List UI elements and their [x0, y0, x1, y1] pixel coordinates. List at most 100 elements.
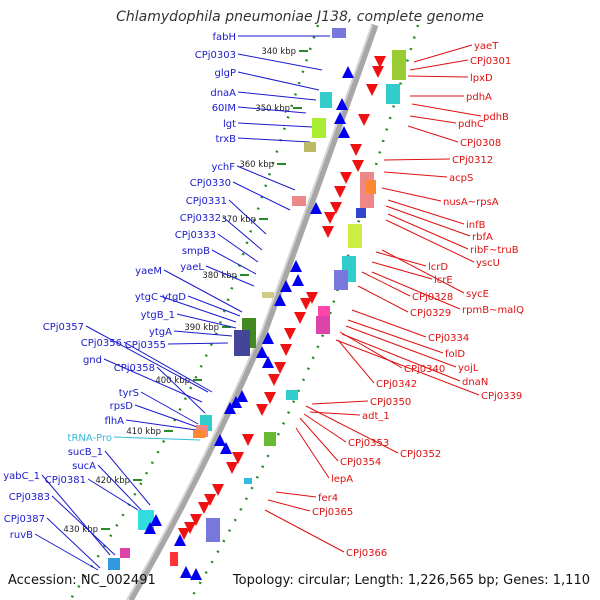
tick-label: 410 kbp	[126, 427, 161, 437]
reverse-gene-label: CPj0366	[346, 548, 387, 559]
reverse-gene-block	[244, 478, 252, 484]
gene-leader	[387, 199, 465, 225]
gene-leader	[237, 137, 311, 143]
forward-gene-arrow	[224, 402, 236, 414]
reverse-gene-label: CPj0354	[340, 457, 381, 468]
map-title: Chlamydophila pneumoniae J138, complete …	[116, 9, 484, 25]
gene-leader	[176, 313, 237, 329]
reverse-gene-label: CPj0353	[348, 438, 389, 449]
gene-leader	[339, 331, 403, 369]
gene-leader	[347, 319, 444, 354]
tick-label: 390 kbp	[184, 323, 219, 333]
reverse-gene-arrow	[274, 362, 286, 374]
reverse-gene-label: pdhB	[483, 112, 509, 123]
forward-gene-arrow	[342, 66, 354, 78]
gene-leader	[383, 171, 448, 178]
forward-gene-block	[312, 118, 326, 138]
forward-gene-label: dnaA	[210, 88, 236, 99]
reverse-gene-block	[386, 84, 400, 104]
tick-label: 380 kbp	[202, 271, 237, 281]
reverse-gene-label: folD	[445, 349, 465, 360]
reverse-gene-arrow	[268, 374, 280, 386]
forward-gene-label: fabH	[212, 32, 236, 43]
reverse-gene-block	[334, 270, 348, 290]
reverse-gene-arrow	[366, 84, 378, 96]
reverse-gene-label: lcrD	[428, 262, 448, 273]
gene-leader	[387, 213, 469, 250]
gene-leader	[409, 59, 469, 71]
forward-gene-label: lgt	[223, 119, 236, 130]
reverse-gene-arrow	[322, 226, 334, 238]
forward-gene-arrow	[214, 434, 226, 446]
forward-gene-label: ruvB	[10, 530, 33, 541]
forward-gene-label: trxB	[215, 134, 236, 145]
gene-leader	[173, 330, 233, 337]
reverse-gene-arrow	[334, 186, 346, 198]
gene-leader	[205, 265, 255, 287]
gene-leader	[407, 75, 469, 78]
gene-leader	[407, 125, 459, 143]
reverse-gene-label: yscU	[476, 258, 500, 269]
gene-leader	[228, 199, 267, 235]
gene-leader	[345, 325, 457, 368]
forward-gene-label: CPj0387	[4, 514, 45, 525]
forward-gene-label: yaeM	[135, 266, 162, 277]
reverse-gene-label: acpS	[449, 173, 473, 184]
reverse-gene-arrow	[294, 312, 306, 324]
gene-leader	[85, 325, 209, 393]
gene-leader	[237, 91, 317, 101]
reverse-gene-arrow	[232, 452, 244, 464]
forward-gene-label: sucB_1	[68, 447, 103, 458]
gene-leader	[351, 309, 427, 338]
forward-gene-arrow	[336, 98, 348, 110]
gene-leader	[311, 400, 369, 405]
trna-gene-label: tRNA-Pro	[68, 433, 112, 444]
forward-gene-label: CPj0333	[175, 230, 216, 241]
forward-gene-arrow	[274, 294, 286, 306]
gene-leader	[97, 464, 147, 516]
reverse-gene-arrow	[178, 528, 190, 540]
topology-label: Topology: circular; Length: 1,226,565 bp…	[232, 573, 590, 588]
gene-leader	[163, 269, 243, 313]
gene-leader	[299, 417, 339, 462]
reverse-gene-arrow	[190, 514, 202, 526]
gene-leader	[237, 71, 320, 91]
forward-gene-arrow	[338, 126, 350, 138]
forward-gene-label: CPj0381	[45, 475, 86, 486]
gene-leader	[385, 205, 471, 237]
reverse-gene-label: lcrE	[434, 275, 453, 286]
gene-leader	[222, 216, 263, 251]
forward-gene-arrow	[310, 202, 322, 214]
forward-gene-label: ytgD	[162, 292, 186, 303]
gene-leader	[361, 271, 411, 297]
forward-gene-label: ytgC	[135, 292, 158, 303]
forward-gene-label: ytgA	[149, 327, 172, 338]
tick-label: 360 kbp	[239, 160, 274, 170]
gene-leader	[383, 158, 451, 161]
gene-leader	[381, 249, 465, 294]
gene-leader	[305, 405, 399, 454]
reverse-gene-arrow	[280, 344, 292, 356]
gene-leader	[375, 251, 427, 267]
gene-leader	[104, 450, 151, 506]
reverse-gene-label: rpmB~malQ	[462, 305, 524, 316]
reverse-gene-label: yaeT	[474, 41, 499, 52]
reverse-gene-arrow	[204, 494, 216, 506]
reverse-gene-arrow	[324, 212, 336, 224]
reverse-gene-label: CPj0352	[400, 449, 441, 460]
forward-gene-label: 60IM	[212, 103, 236, 114]
forward-gene-arrow	[290, 260, 302, 272]
forward-gene-block	[120, 548, 130, 558]
gene-leader	[134, 404, 201, 429]
reverse-gene-block	[206, 518, 220, 542]
forward-gene-label: CPj0332	[180, 213, 221, 224]
forward-gene-label: smpB	[182, 246, 210, 257]
gene-leader	[237, 53, 323, 71]
tick-label: 350 kbp	[255, 104, 290, 114]
gene-leader	[237, 106, 307, 114]
reverse-gene-arrow	[374, 56, 386, 68]
reverse-gene-label: CPj0328	[412, 292, 453, 303]
forward-gene-label: CPj0355	[125, 340, 166, 351]
reverse-gene-label: sycE	[466, 289, 489, 300]
forward-gene-label: ychF	[211, 162, 235, 173]
